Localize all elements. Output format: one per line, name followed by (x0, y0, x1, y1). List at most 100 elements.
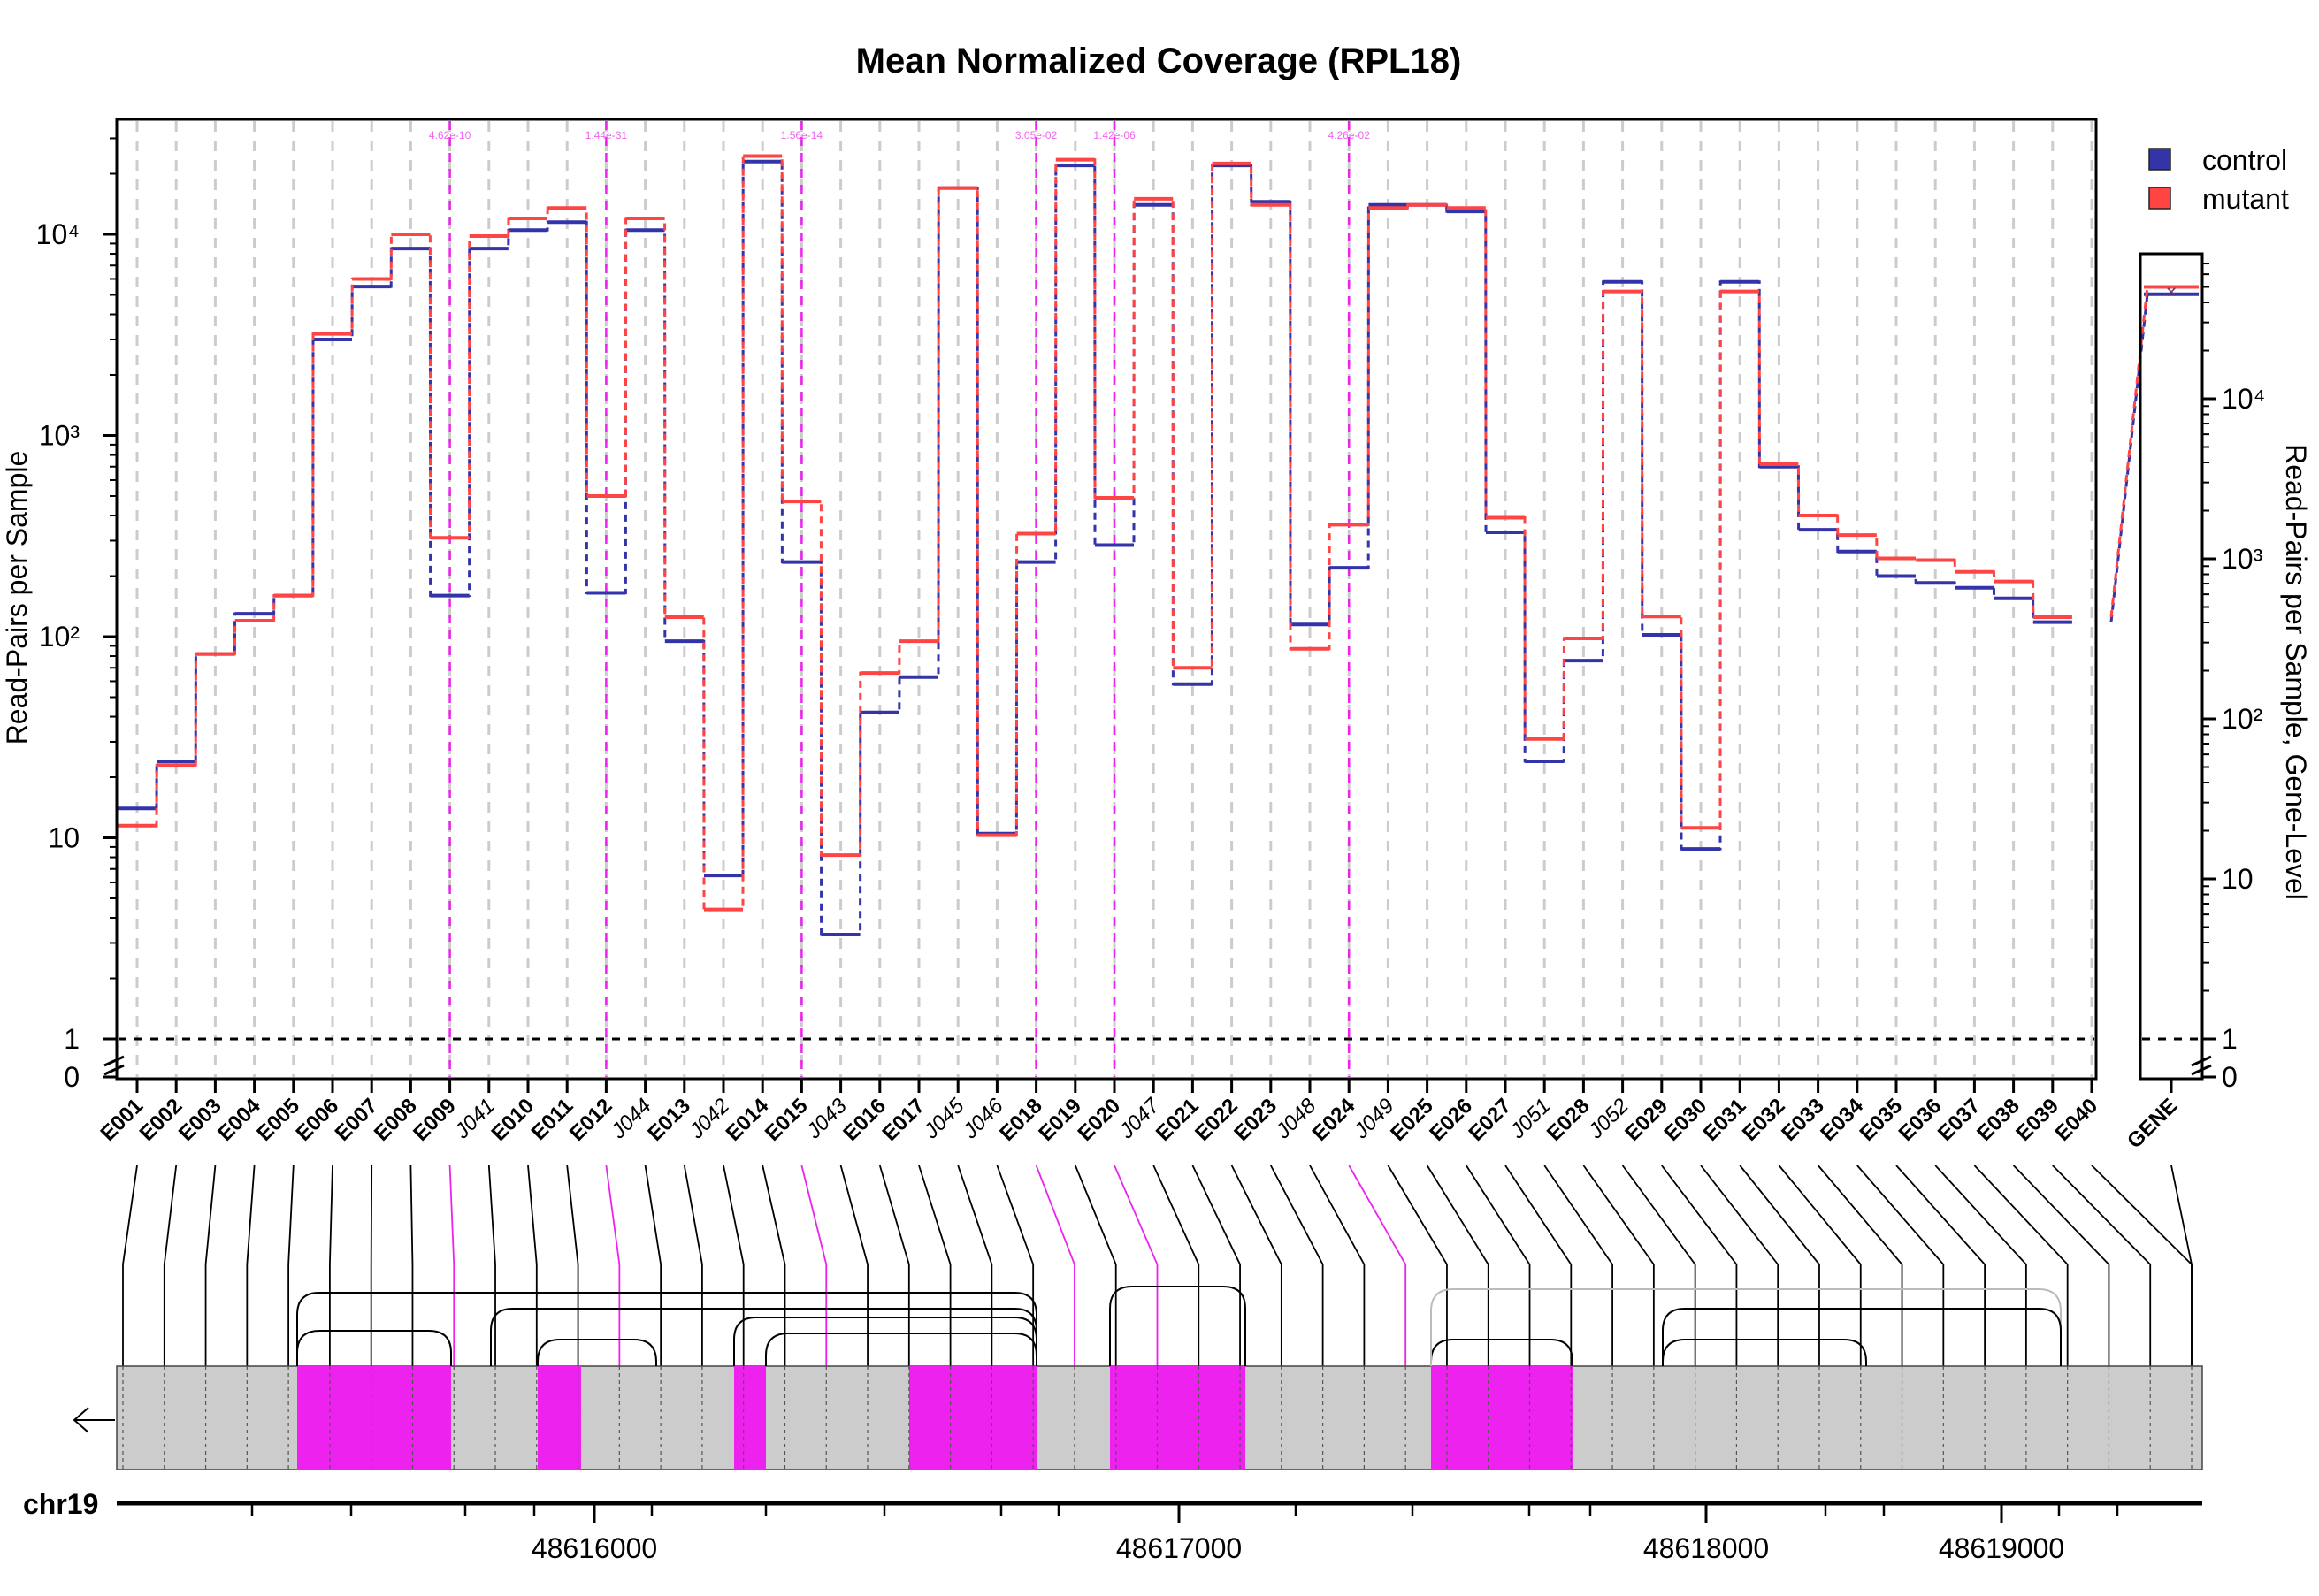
feature-connector (762, 1165, 786, 1366)
series-layer: × (118, 154, 2199, 936)
significant-region (734, 1366, 766, 1470)
feature-connector (1035, 1165, 1075, 1366)
connector-layer (122, 1165, 2193, 1366)
axes-layer: 0 1 10 10² 10³ 10⁴ 0 1 10 10² 10³ 10⁴ (36, 121, 2265, 1093)
junction-arc (1109, 1286, 1246, 1366)
feature-connector (1230, 1165, 1282, 1366)
feature-connector (1582, 1165, 1655, 1366)
feature-connector (996, 1165, 1035, 1366)
y-tick-label: 10⁴ (36, 218, 80, 250)
feature-connector (1348, 1165, 1407, 1366)
feature-connector (1543, 1165, 1613, 1366)
junction-arc (296, 1330, 452, 1366)
left-arrow-icon (73, 1407, 115, 1433)
feature-connector (246, 1165, 256, 1366)
feature-connector (204, 1165, 217, 1366)
legend-label-control: control (2202, 144, 2287, 176)
gene-model (73, 1286, 2203, 1470)
feature-connector (1817, 1165, 1903, 1366)
junction-arc (490, 1308, 1037, 1366)
chart-title: Mean Normalized Coverage (RPL18) (856, 42, 1462, 80)
feature-connector (2012, 1165, 2110, 1366)
feature-connector (1621, 1165, 1696, 1366)
axis-break-right (2191, 1055, 2212, 1076)
significant-region (909, 1366, 1037, 1470)
significance-layer: 4.62e-10 1.44e-31 1.56e-14 3.05e-02 1.42e-06… (429, 121, 1370, 1077)
pvalue-label: 1.56e-14 (781, 129, 823, 141)
feature-connector (918, 1165, 952, 1366)
right-y-tick-label: 10⁴ (2222, 383, 2265, 415)
feature-connector (1700, 1165, 1779, 1366)
feature-connector (1387, 1165, 1448, 1366)
right-y-tick-label: 10 (2222, 863, 2254, 895)
feature-connector (527, 1165, 538, 1366)
feature-connector (644, 1165, 662, 1366)
junction-arc (1430, 1339, 1573, 1366)
feature-connector (683, 1165, 703, 1366)
axis-break-left (103, 1055, 125, 1076)
feature-connector (1426, 1165, 1489, 1366)
significant-region (1431, 1366, 1573, 1470)
gene-level-marker: × (2166, 280, 2177, 302)
feature-connector (1466, 1165, 1531, 1366)
feature-connector (605, 1165, 621, 1366)
pvalue-label: 4.26e-02 (1328, 129, 1371, 141)
pvalue-label: 4.62e-10 (429, 129, 471, 141)
feature-connector (878, 1165, 910, 1366)
genomic-tick-label: 48616000 (532, 1532, 657, 1564)
legend: control mutant (2148, 144, 2289, 215)
feature-connector (957, 1165, 993, 1366)
legend-swatch-mutant (2148, 187, 2171, 210)
feature-connector (566, 1165, 579, 1366)
feature-connector (1270, 1165, 1324, 1366)
junction-arc (1662, 1339, 1867, 1366)
feature-connector (370, 1165, 373, 1366)
y-axis-label: Read-Pairs per Sample (1, 451, 33, 745)
pvalue-label: 1.42e-06 (1093, 129, 1136, 141)
feature-connector (1856, 1165, 1945, 1366)
feature-connector (1973, 1165, 2069, 1366)
gene-connector (2170, 1165, 2193, 1366)
chromosome-label: chr19 (23, 1488, 98, 1520)
feature-connector (839, 1165, 869, 1366)
significant-region (1110, 1366, 1245, 1470)
feature-connector (329, 1165, 333, 1366)
feature-connector (1152, 1165, 1200, 1366)
feature-connector (1191, 1165, 1241, 1366)
y-tick-label: 1 (64, 1023, 80, 1055)
y-tick-label: 0 (64, 1061, 80, 1093)
pvalue-label: 1.44e-31 (585, 129, 628, 141)
pvalue-label: 3.05e-02 (1015, 129, 1058, 141)
feature-connector (1114, 1165, 1159, 1366)
feature-connector (800, 1165, 828, 1366)
series-line-control (118, 160, 2072, 936)
feature-connector (1504, 1165, 1573, 1366)
junction-arc (296, 1292, 1037, 1366)
feature-connector (1074, 1165, 1117, 1366)
feature-connector (1661, 1165, 1738, 1366)
y-tick-label: 10³ (39, 420, 80, 452)
junction-arc (1430, 1288, 2062, 1366)
genomic-tick-label: 48619000 (1939, 1532, 2064, 1564)
right-y-tick-label: 1 (2222, 1023, 2238, 1055)
feature-connector (1895, 1165, 1986, 1366)
right-y-tick-label: 10² (2222, 703, 2263, 735)
feature-connector (1739, 1165, 1820, 1366)
genomic-tick-label: 48618000 (1643, 1532, 1769, 1564)
junction-arc (1662, 1308, 2062, 1366)
series-levels-mutant (118, 154, 2072, 912)
y-tick-label: 10 (48, 822, 80, 854)
feature-connector (1778, 1165, 1862, 1366)
feature-connector (448, 1165, 455, 1366)
legend-swatch-control (2148, 148, 2171, 171)
feature-connector (287, 1165, 295, 1366)
feature-connector (1934, 1165, 2027, 1366)
significant-region (297, 1366, 451, 1470)
genomic-tick-label: 48617000 (1116, 1532, 1242, 1564)
legend-label-mutant: mutant (2202, 183, 2289, 215)
feature-connector (487, 1165, 496, 1366)
junction-arc (733, 1317, 1037, 1366)
feature-connector (723, 1165, 745, 1366)
